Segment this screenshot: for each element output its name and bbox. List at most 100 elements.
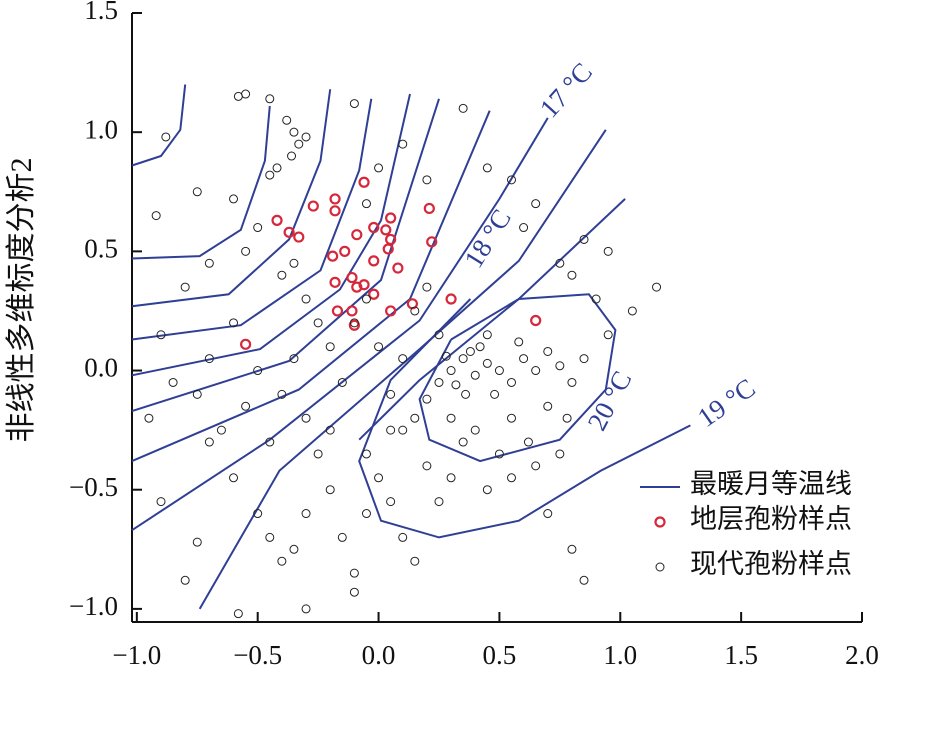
strata-point (327, 250, 339, 262)
strata-point (329, 193, 341, 205)
modern-point (555, 361, 565, 371)
strata-point (339, 245, 351, 257)
modern-point (156, 330, 166, 340)
modern-point (579, 354, 589, 364)
modern-point (289, 258, 299, 268)
x-tick-label: 1.0 (603, 640, 637, 670)
strata-point (423, 202, 435, 215)
modern-point (204, 437, 214, 447)
modern-point (192, 187, 202, 197)
strata-point (307, 200, 319, 212)
modern-point (398, 354, 408, 364)
modern-point (531, 199, 541, 209)
modern-point (475, 342, 485, 352)
modern-point (241, 246, 251, 256)
modern-point (386, 425, 396, 435)
modern-point (446, 413, 456, 423)
modern-point (519, 223, 529, 233)
modern-point (398, 425, 408, 435)
modern-point (180, 282, 190, 292)
modern-point (567, 544, 577, 554)
modern-point (301, 509, 311, 519)
x-tick-label: 0.0 (362, 640, 396, 670)
strata-point (380, 224, 392, 236)
legend-marker (654, 516, 666, 528)
modern-point (652, 282, 662, 292)
strata-point (368, 288, 380, 300)
isotherm-label: 17 °C (534, 57, 598, 124)
modern-point (313, 318, 323, 328)
modern-point (514, 337, 524, 347)
modern-point (458, 103, 468, 113)
isotherm (131, 110, 491, 463)
modern-point (337, 532, 347, 542)
modern-point (313, 449, 323, 459)
modern-point (204, 354, 214, 364)
isotherm (358, 298, 691, 539)
strata-point (385, 305, 397, 317)
modern-point (253, 223, 263, 233)
y-tick-label: 1.5 (84, 0, 118, 25)
modern-point (482, 163, 492, 173)
modern-point (422, 175, 432, 185)
modern-point (349, 587, 359, 597)
strata-point (293, 231, 305, 243)
modern-point (507, 473, 517, 483)
modern-point (229, 473, 239, 483)
modern-point (289, 544, 299, 554)
modern-point (180, 575, 190, 585)
legend-label: 最暖月等温线 (690, 469, 852, 499)
modern-point (482, 485, 492, 495)
modern-point (482, 330, 492, 340)
modern-point (567, 270, 577, 280)
modern-point (410, 556, 420, 566)
strata-point (283, 226, 295, 238)
strata-point (368, 221, 380, 234)
strata-point (346, 271, 358, 284)
modern-point (446, 473, 456, 483)
modern-point (161, 132, 171, 142)
modern-point (216, 425, 226, 435)
modern-point (422, 394, 432, 404)
modern-point (543, 509, 553, 519)
modern-point (241, 89, 251, 99)
y-tick-label: −0.5 (69, 472, 118, 502)
modern-point (361, 449, 371, 459)
modern-point (265, 170, 275, 180)
modern-point (289, 127, 299, 137)
modern-point (482, 358, 492, 368)
modern-point (361, 509, 371, 519)
isotherm (418, 293, 617, 463)
modern-point (361, 294, 371, 304)
modern-point (519, 354, 529, 364)
strata-point (358, 176, 370, 188)
modern-point (410, 306, 420, 316)
modern-point (579, 234, 589, 244)
modern-point (470, 425, 480, 435)
modern-point (289, 354, 299, 364)
strata-point (406, 298, 418, 310)
x-tick-label: −1.0 (112, 640, 161, 670)
modern-point (229, 194, 239, 204)
modern-point (151, 211, 161, 221)
strata-point (530, 314, 542, 327)
strata-point (329, 276, 341, 288)
modern-point (458, 437, 468, 447)
strata-point (346, 305, 358, 317)
isotherm (198, 129, 607, 610)
modern-point (555, 258, 565, 268)
modern-point (507, 377, 517, 387)
modern-point (253, 509, 263, 519)
modern-point (434, 497, 444, 507)
modern-point (386, 497, 396, 507)
modern-point (523, 437, 533, 447)
modern-point (156, 497, 166, 507)
modern-point (494, 366, 504, 376)
modern-point (410, 413, 420, 423)
isotherm (358, 198, 626, 441)
strata-point (426, 236, 438, 248)
modern-point (325, 342, 335, 352)
y-tick-label: 1.0 (84, 114, 118, 144)
modern-point (265, 532, 275, 542)
modern-point (434, 330, 444, 340)
